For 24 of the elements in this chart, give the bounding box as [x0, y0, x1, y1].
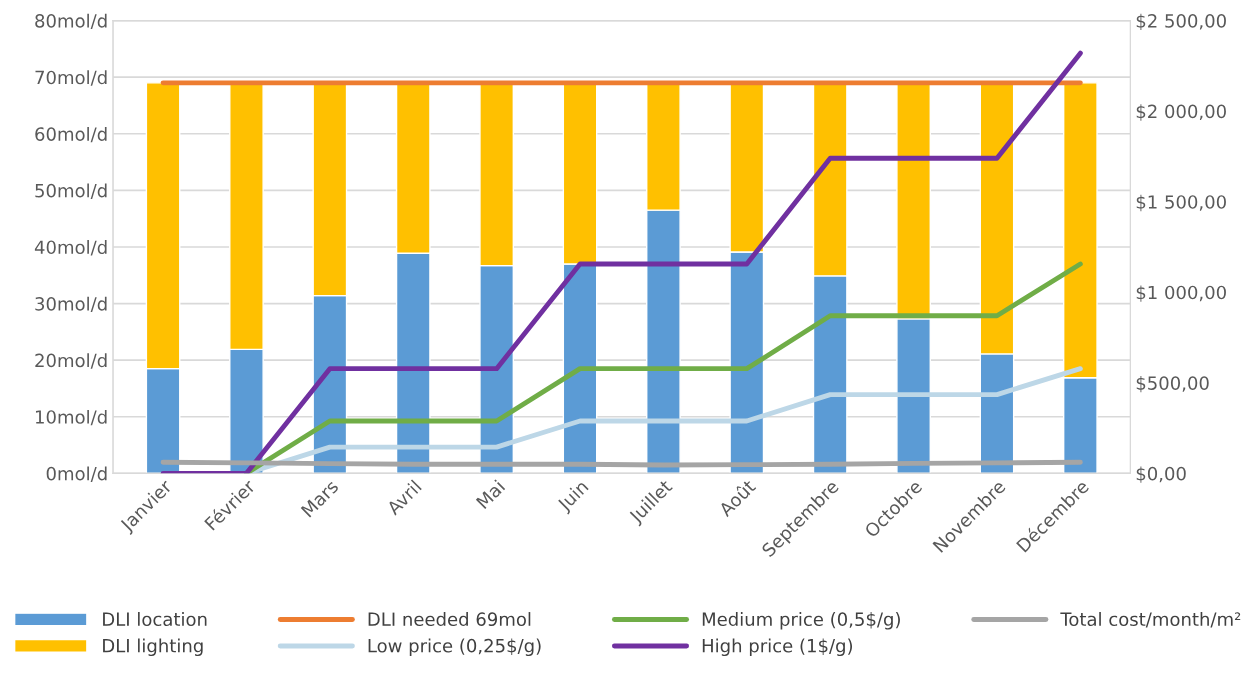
y-tick-label: 70mol/d	[35, 70, 107, 86]
y-tick-label: 10mol/d	[35, 409, 107, 426]
legend-label: Total cost/month/m²	[1060, 612, 1241, 628]
y2-tick-label: $500,00	[1136, 375, 1209, 393]
y-tick-label: 20mol/d	[35, 353, 107, 369]
legend-label: DLI lighting	[103, 638, 203, 657]
y-tick-label: 80mol/d	[35, 13, 107, 30]
y2-tick-label: $1 000,00	[1136, 285, 1226, 302]
legend-label: DLI needed 69mol	[368, 612, 531, 627]
y2-tick-label: $2 000,00	[1136, 104, 1226, 121]
x-tick-label: Mai	[475, 479, 506, 510]
line-series	[160, 50, 1083, 474]
y-tick-label: 50mol/d	[35, 183, 107, 199]
legend-label: Low price (0,25$/g)	[368, 638, 541, 657]
y2-tick-label: $1 500,00	[1136, 194, 1226, 212]
legend-label: High price (1$/g)	[702, 638, 853, 657]
y-tick-label: 60mol/d	[35, 126, 107, 143]
y2-tick-label: $0,00	[1136, 466, 1186, 483]
y-tick-label: 30mol/d	[35, 296, 107, 313]
y-tick-label: 0mol/d	[46, 466, 107, 482]
legend-label: Medium price (0,5$/g)	[702, 612, 900, 630]
y2-tick-label: $2 500,00	[1136, 13, 1226, 31]
y-tick-label: 40mol/d	[34, 240, 107, 256]
legend-label: DLI location	[103, 612, 207, 627]
